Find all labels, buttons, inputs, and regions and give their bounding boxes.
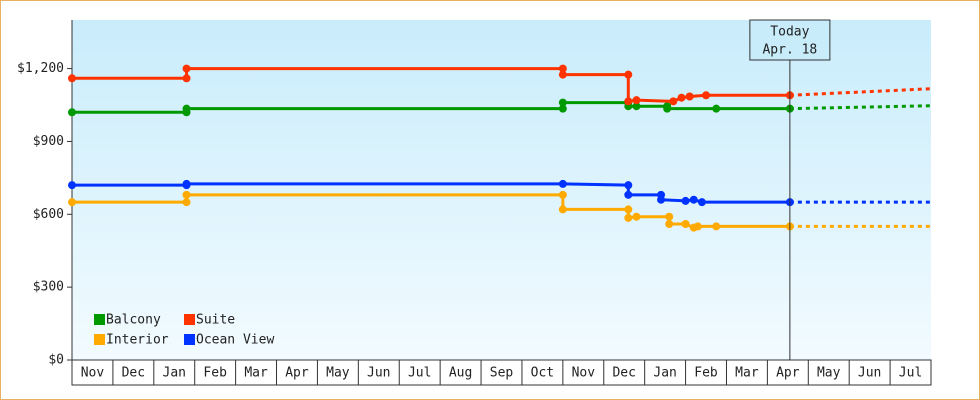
plot-area <box>72 20 931 360</box>
x-tick-label: Apr <box>776 366 800 381</box>
point <box>68 181 76 190</box>
point <box>693 222 702 231</box>
x-tick-label: Sep <box>490 366 514 381</box>
point <box>182 104 191 113</box>
x-tick-label: Nov <box>572 366 596 381</box>
y-tick-label: $1,200 <box>17 61 64 76</box>
today-label: Today <box>770 25 809 40</box>
point <box>663 104 672 113</box>
point <box>665 212 674 221</box>
x-axis-band <box>71 359 932 386</box>
x-tick-label: May <box>817 366 841 381</box>
point <box>558 64 567 73</box>
legend-label: Suite <box>196 313 235 328</box>
point <box>689 195 698 204</box>
y-tick-label: $600 <box>33 207 64 222</box>
point <box>558 190 567 199</box>
y-tick-label: $900 <box>33 134 64 149</box>
point <box>624 181 633 190</box>
x-tick-label: Jan <box>653 366 676 381</box>
x-tick-label: Jul <box>408 366 431 381</box>
point <box>182 198 191 207</box>
point <box>624 205 633 214</box>
point <box>68 74 76 83</box>
x-tick-label: Feb <box>694 366 718 381</box>
x-tick-label: Dec <box>612 366 635 381</box>
point <box>558 98 567 107</box>
legend-label: Ocean View <box>196 333 274 348</box>
x-tick-label: Aug <box>449 366 472 381</box>
point <box>697 198 706 207</box>
y-tick-label: $0 <box>48 353 64 368</box>
point <box>558 70 567 79</box>
legend-swatch <box>184 314 195 325</box>
point <box>182 179 191 188</box>
point <box>685 92 694 101</box>
x-tick-label: Dec <box>122 366 145 381</box>
point <box>632 102 641 111</box>
legend-swatch <box>94 314 105 325</box>
point <box>624 213 633 222</box>
legend-label: Interior <box>106 333 169 348</box>
x-tick-label: Mar <box>735 366 759 381</box>
x-tick-label: Nov <box>81 366 105 381</box>
point <box>68 198 76 207</box>
x-tick-label: Jul <box>899 366 922 381</box>
point <box>632 96 641 105</box>
point <box>68 108 76 117</box>
point <box>558 104 567 113</box>
point <box>624 97 633 106</box>
today-box <box>749 19 831 61</box>
x-tick-label: May <box>326 366 350 381</box>
point <box>182 64 191 73</box>
x-tick-label: Jan <box>163 366 186 381</box>
legend-swatch <box>94 334 105 345</box>
point <box>712 222 721 231</box>
point <box>624 70 633 79</box>
point <box>624 190 633 199</box>
point <box>681 196 690 205</box>
point <box>681 220 690 228</box>
x-tick-label: Mar <box>244 366 268 381</box>
point <box>657 195 666 204</box>
legend-swatch <box>184 334 195 345</box>
point <box>558 179 567 188</box>
point <box>712 104 721 113</box>
point <box>182 190 191 199</box>
x-tick-label: Jun <box>367 366 390 381</box>
point <box>702 91 711 100</box>
legend-label: Balcony <box>106 313 161 328</box>
x-tick-label: Apr <box>285 366 309 381</box>
today-date: Apr. 18 <box>762 43 817 58</box>
point <box>669 97 678 106</box>
y-tick-label: $300 <box>33 280 64 295</box>
x-tick-label: Oct <box>531 366 554 381</box>
x-tick-label: Jun <box>858 366 881 381</box>
point <box>665 220 674 228</box>
point <box>677 93 686 102</box>
point <box>632 212 641 221</box>
point <box>182 74 191 83</box>
x-tick-label: Feb <box>203 366 227 381</box>
point <box>558 205 567 214</box>
